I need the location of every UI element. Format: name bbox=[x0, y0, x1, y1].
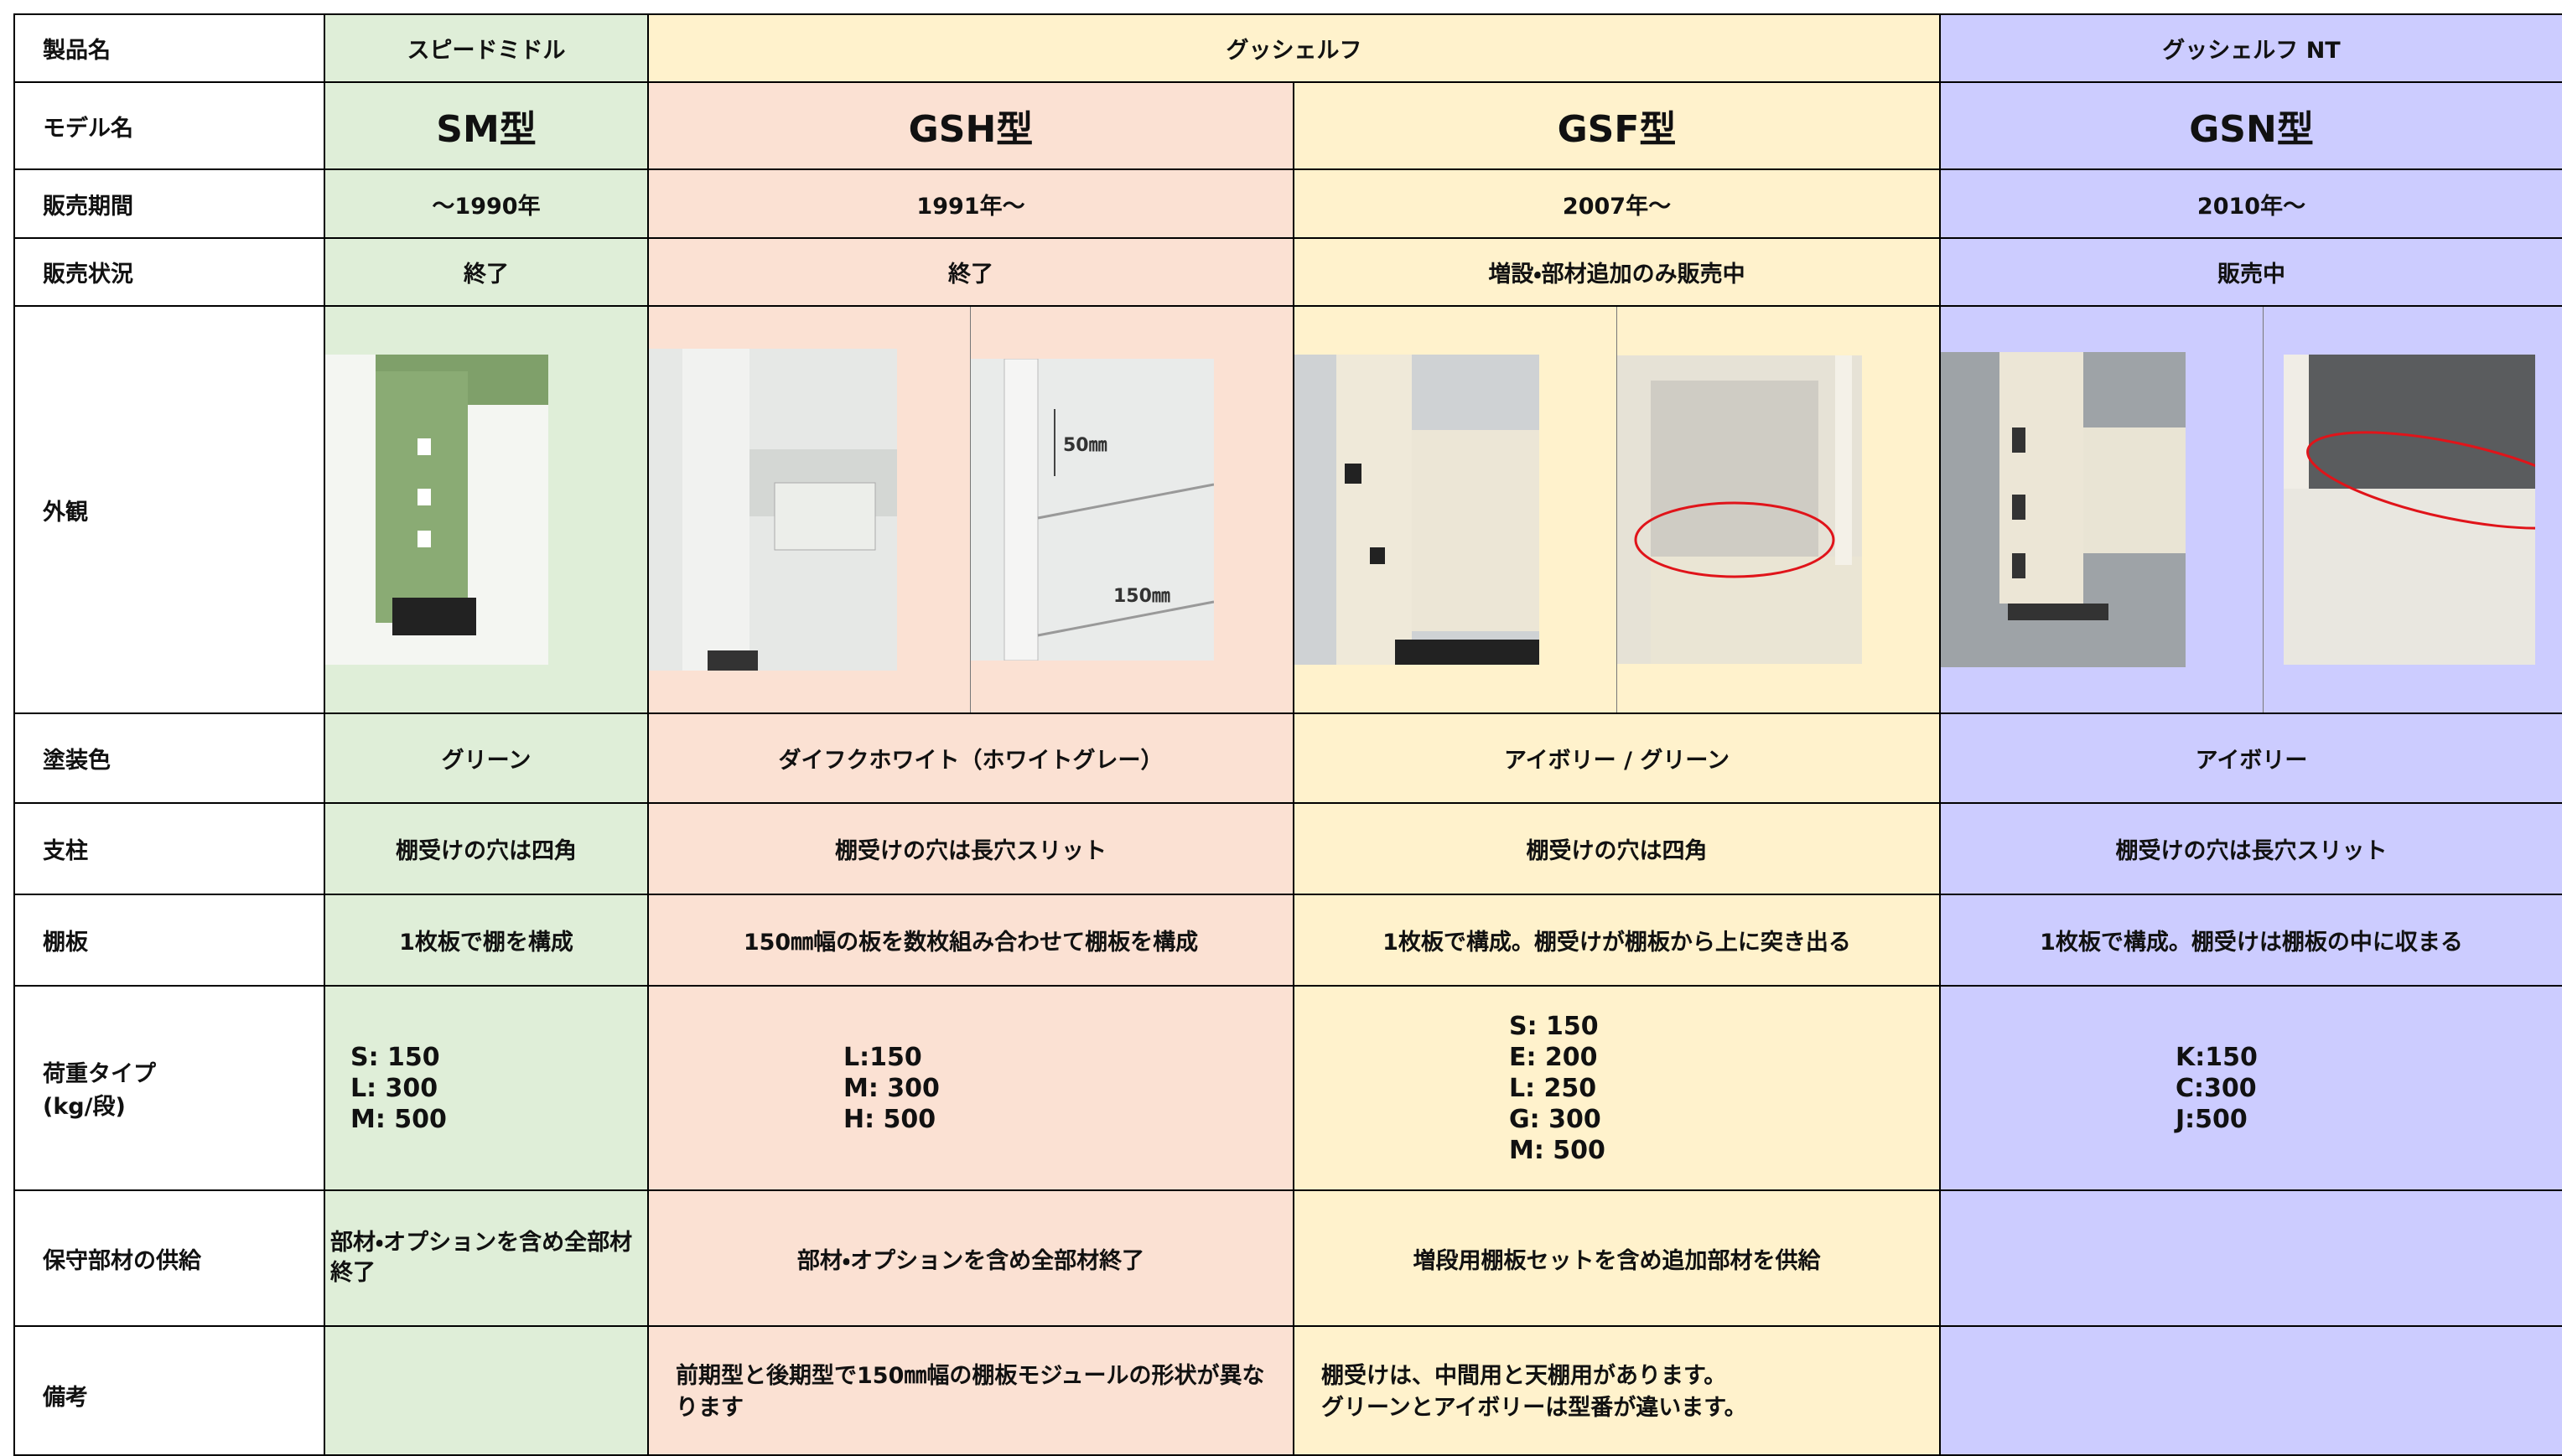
photo-cell bbox=[1616, 306, 1940, 713]
model-name: SM型 bbox=[324, 82, 648, 169]
comparison-table: 製品名 スピードミドル グッシェルフ グッシェルフ NT モデル名 SM型 GS… bbox=[13, 13, 2562, 1456]
maintenance-supply: 部材・オプションを含め全部材終了 bbox=[648, 1190, 1294, 1326]
product-photo bbox=[2284, 355, 2562, 665]
product-photo bbox=[1294, 355, 1616, 665]
product-photo bbox=[325, 355, 647, 665]
photo-cell bbox=[1294, 306, 1616, 713]
maintenance-empty bbox=[1940, 1190, 2562, 1326]
shelf-type: 1枚板で棚を構成 bbox=[324, 894, 648, 986]
row-label: 販売状況 bbox=[14, 238, 324, 306]
post-type: 棚受けの穴は長穴スリット bbox=[648, 803, 1294, 894]
sales-period: 2010年～ bbox=[1940, 169, 2562, 238]
product-photo bbox=[1617, 355, 1940, 664]
photo-cell bbox=[1940, 306, 2263, 713]
row-label: 保守部材の供給 bbox=[14, 1190, 324, 1326]
row-label-line: (kg/段) bbox=[43, 1088, 324, 1121]
sales-period: 2007年～ bbox=[1294, 169, 1940, 238]
photo-annotation: 50㎜ bbox=[1063, 435, 1107, 456]
load-line: H: 500 bbox=[843, 1104, 1293, 1135]
sales-status: 終了 bbox=[324, 238, 648, 306]
load-line: M: 300 bbox=[843, 1073, 1293, 1104]
model-name: GSF型 bbox=[1294, 82, 1940, 169]
photo-gsn-b bbox=[2284, 355, 2535, 665]
paint-color: グリーン bbox=[324, 713, 648, 803]
photo-gsh-a bbox=[649, 349, 897, 671]
row-label: 備考 bbox=[14, 1326, 324, 1455]
product-photo bbox=[1941, 352, 2263, 667]
sales-period: 1991年～ bbox=[648, 169, 1294, 238]
photo-cell: 50㎜ 150㎜ bbox=[970, 306, 1294, 713]
photo-cell bbox=[324, 306, 648, 713]
row-label: 棚板 bbox=[14, 894, 324, 986]
notes-empty bbox=[324, 1326, 648, 1455]
row-label: 荷重タイプ(kg/段) bbox=[14, 986, 324, 1190]
load-line: L:150 bbox=[843, 1042, 1293, 1073]
row-label: モデル名 bbox=[14, 82, 324, 169]
shelf-type: 150㎜幅の板を数枚組み合わせて棚板を構成 bbox=[648, 894, 1294, 986]
photo-annotation: 150㎜ bbox=[1113, 586, 1170, 607]
load-line: M: 500 bbox=[1509, 1135, 1939, 1166]
photo-cell bbox=[648, 306, 970, 713]
notes: 前期型と後期型で150㎜幅の棚板モジュールの形状が異なります bbox=[648, 1326, 1294, 1455]
row-label: 外観 bbox=[14, 306, 324, 713]
product-photo bbox=[649, 349, 970, 671]
load-line: S: 150 bbox=[1509, 1011, 1939, 1042]
row-label-line: 荷重タイプ bbox=[43, 1055, 324, 1088]
sales-status: 販売中 bbox=[1940, 238, 2562, 306]
load-line: G: 300 bbox=[1509, 1104, 1939, 1135]
photo-gsf-b bbox=[1617, 355, 1862, 664]
photo-sm bbox=[325, 355, 548, 665]
post-type: 棚受けの穴は四角 bbox=[1294, 803, 1940, 894]
row-label: 塗装色 bbox=[14, 713, 324, 803]
paint-color: アイボリー bbox=[1940, 713, 2562, 803]
load-line: S: 150 bbox=[350, 1042, 647, 1073]
notes: 棚受けは、中間用と天棚用があります。グリーンとアイボリーは型番が違います。 bbox=[1294, 1326, 1940, 1455]
sales-status: 終了 bbox=[648, 238, 1294, 306]
product-name: スピードミドル bbox=[324, 14, 648, 82]
post-type: 棚受けの穴は四角 bbox=[324, 803, 648, 894]
load-line: K:150 bbox=[2176, 1042, 2562, 1073]
paint-color: ダイフクホワイト（ホワイトグレー） bbox=[648, 713, 1294, 803]
sales-period: ～1990年 bbox=[324, 169, 648, 238]
photo-gsn-a bbox=[1941, 352, 2186, 667]
load-line: E: 200 bbox=[1509, 1042, 1939, 1073]
shelf-type: 1枚板で構成。棚受けが棚板から上に突き出る bbox=[1294, 894, 1940, 986]
row-label: 製品名 bbox=[14, 14, 324, 82]
load-line: L: 250 bbox=[1509, 1073, 1939, 1104]
model-name: GSH型 bbox=[648, 82, 1294, 169]
product-photo: 50㎜ 150㎜ bbox=[971, 359, 1294, 661]
product-name: グッシェルフ bbox=[648, 14, 1940, 82]
load-line: L: 300 bbox=[350, 1073, 647, 1104]
row-label: 支柱 bbox=[14, 803, 324, 894]
comparison-table-wrap: 製品名 スピードミドル グッシェルフ グッシェルフ NT モデル名 SM型 GS… bbox=[13, 13, 2562, 1456]
load-line: J:500 bbox=[2176, 1104, 2562, 1135]
photo-cell bbox=[2263, 306, 2562, 713]
notes-empty bbox=[1940, 1326, 2562, 1455]
post-type: 棚受けの穴は長穴スリット bbox=[1940, 803, 2562, 894]
model-name: GSN型 bbox=[1940, 82, 2562, 169]
row-label: 販売期間 bbox=[14, 169, 324, 238]
load-line: C:300 bbox=[2176, 1073, 2562, 1104]
notes-line: 棚受けは、中間用と天棚用があります。 bbox=[1321, 1360, 1922, 1392]
maintenance-supply: 部材・オプションを含め全部材終了 bbox=[324, 1190, 648, 1326]
load-line: M: 500 bbox=[350, 1104, 647, 1135]
maintenance-supply: 増段用棚板セットを含め追加部材を供給 bbox=[1294, 1190, 1940, 1326]
photo-gsf-a bbox=[1294, 355, 1539, 665]
paint-color: アイボリー / グリーン bbox=[1294, 713, 1940, 803]
sales-status: 増設・部材追加のみ販売中 bbox=[1294, 238, 1940, 306]
product-name: グッシェルフ NT bbox=[1940, 14, 2562, 82]
photo-gsh-b: 50㎜ 150㎜ bbox=[971, 359, 1214, 661]
notes-line: グリーンとアイボリーは型番が違います。 bbox=[1321, 1392, 1922, 1424]
shelf-type: 1枚板で構成。棚受けは棚板の中に収まる bbox=[1940, 894, 2562, 986]
